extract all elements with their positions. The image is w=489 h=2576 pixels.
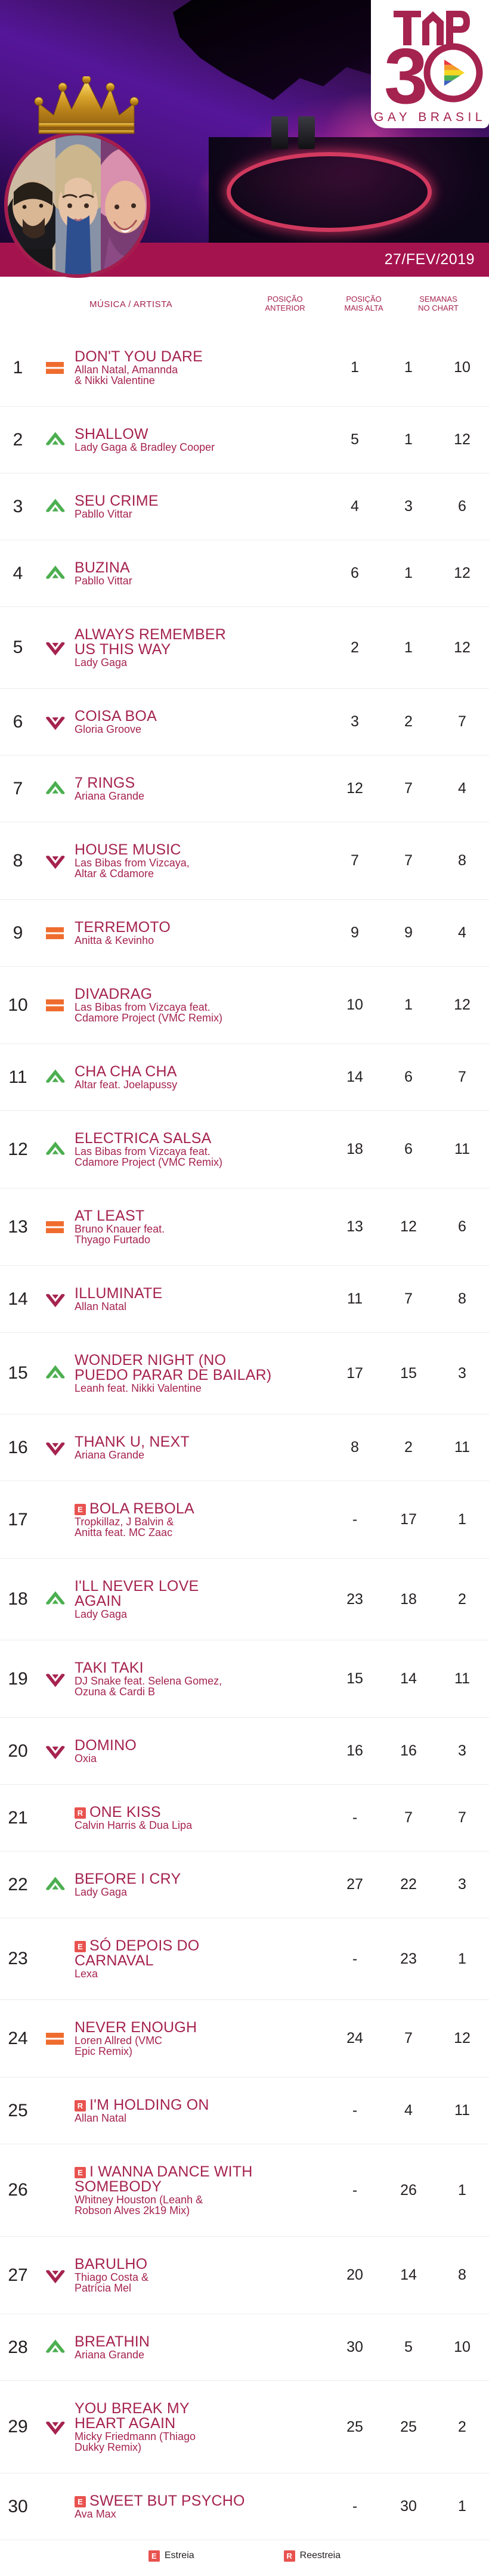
svg-text:3: 3 <box>384 32 428 120</box>
